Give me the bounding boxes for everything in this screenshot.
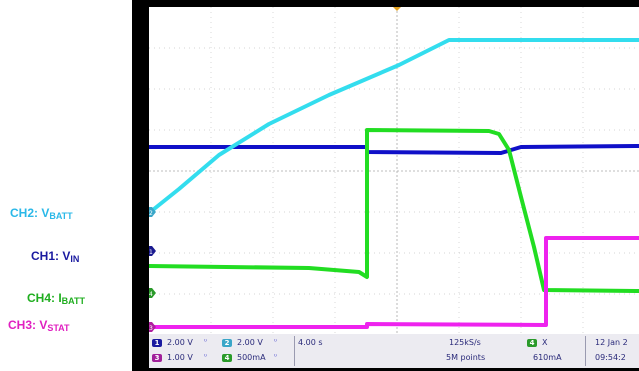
ch1-scale: 2.00 V: [167, 338, 193, 347]
timebase-value[interactable]: 4.00 s: [298, 338, 323, 347]
cursor-value: 610mA: [533, 353, 562, 362]
ch2-scale: 2.00 V: [237, 338, 263, 347]
ch4-ground-marker: 4: [149, 288, 156, 298]
ch3-bandwidth-icon: ᶹ: [204, 352, 208, 361]
svg-text:1: 1: [149, 249, 153, 256]
record-length: 5M points: [446, 353, 486, 362]
ch3-vstat-trace: [149, 236, 639, 329]
ch2-badge[interactable]: 2: [222, 339, 232, 347]
legend-ch1-vin: CH1: VIN: [31, 249, 80, 264]
trigger-marker-icon: [393, 7, 401, 11]
svg-text:2: 2: [149, 210, 153, 217]
status-divider-right: [585, 336, 586, 366]
legend-ch2-vbatt: CH2: VBATT: [10, 206, 73, 221]
status-divider: [294, 336, 295, 366]
ch4-ibatt-trace: [149, 128, 639, 293]
graticule-center-axes: [149, 7, 639, 334]
ch2-ground-marker: 2: [149, 207, 156, 217]
waveform-screen: 2 1 4 3: [149, 7, 639, 334]
waveform-plot: 2 1 4 3: [149, 7, 639, 334]
ch1-badge[interactable]: 1: [152, 339, 162, 347]
cursor-label: X: [542, 338, 548, 347]
graticule-grid: [149, 7, 639, 334]
time-display: 09:54:2: [595, 353, 626, 362]
ch2-vbatt-trace: [149, 38, 639, 215]
ch1-ground-marker: 1: [149, 246, 156, 256]
legend-ch3-vstat: CH3: VSTAT: [8, 318, 70, 333]
sample-rate: 125kS/s: [449, 338, 481, 347]
ch4-bandwidth-icon: ᶹ: [274, 352, 278, 361]
ch4-badge[interactable]: 4: [222, 354, 232, 362]
svg-text:4: 4: [149, 291, 153, 298]
cursor-channel-badge[interactable]: 4: [527, 339, 537, 347]
ch2-bandwidth-icon: ᶹ: [274, 337, 278, 346]
svg-text:3: 3: [149, 325, 153, 332]
ch4-scale: 500mA: [237, 353, 266, 362]
oscilloscope-display: 2 1 4 3 1 2.00 V ᶹ 2 2.00 V ᶹ 3 1.00 V ᶹ…: [132, 0, 639, 371]
ch1-bandwidth-icon: ᶹ: [204, 337, 208, 346]
ch3-ground-marker: 3: [149, 322, 156, 332]
status-bar: 1 2.00 V ᶹ 2 2.00 V ᶹ 3 1.00 V ᶹ 4 500mA…: [149, 334, 639, 368]
legend-ch4-ibatt: CH4: IBATT: [27, 291, 85, 306]
ch3-badge[interactable]: 3: [152, 354, 162, 362]
date-display: 12 Jan 2: [595, 338, 628, 347]
ch3-scale: 1.00 V: [167, 353, 193, 362]
